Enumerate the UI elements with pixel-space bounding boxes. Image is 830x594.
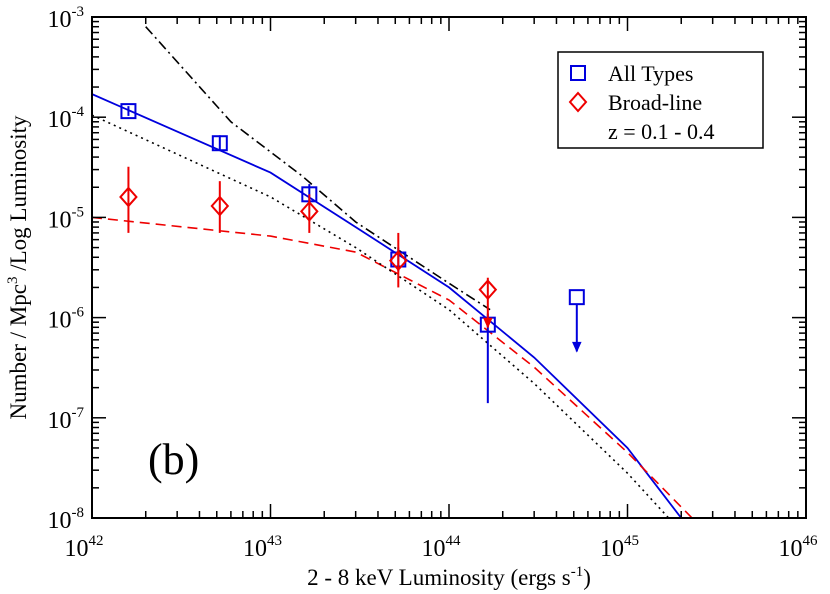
x-tick-label: 1042 xyxy=(65,533,104,562)
x-tick-label: 1046 xyxy=(779,533,819,562)
x-tick-label: 1044 xyxy=(422,533,462,562)
upper-limit-arrowhead xyxy=(572,341,582,353)
marker-diamond xyxy=(299,200,319,222)
all-types-point xyxy=(211,135,228,152)
marker-square xyxy=(211,135,228,152)
x-tick-label: 1045 xyxy=(600,533,639,562)
x-axis-label: 2 - 8 keV Luminosity (ergs s-1) xyxy=(307,564,591,590)
all-types-point xyxy=(120,103,137,120)
tick-labels: 1042 1043 1044 1045 1046 10-8 10-7 10-6 10-5 10-4… xyxy=(48,4,819,562)
axis-ticks xyxy=(91,17,806,519)
upper-limit-arrowhead xyxy=(483,317,493,329)
broad-line-point xyxy=(478,277,498,329)
curve-dashdot xyxy=(145,26,491,311)
legend-redshift-note: z = 0.1 - 0.4 xyxy=(608,119,715,144)
data-points xyxy=(119,103,585,404)
y-tick-label: 10-8 xyxy=(48,505,85,534)
marker-diamond xyxy=(478,279,498,301)
legend-symbol-square xyxy=(570,65,586,81)
legend: All Types Broad-line z = 0.1 - 0.4 xyxy=(557,51,764,149)
broad-line-point xyxy=(210,181,230,233)
model-curves xyxy=(92,26,693,518)
panel-annotation: (b) xyxy=(148,435,199,484)
curve-solid xyxy=(92,93,682,518)
y-tick-label: 10-5 xyxy=(48,204,85,233)
y-axis-label: Number / Mpc3 /Log Luminosity xyxy=(5,115,31,419)
y-tick-label: 10-6 xyxy=(48,305,85,334)
all-types-point xyxy=(568,289,585,353)
y-tick-label: 10-3 xyxy=(48,4,85,33)
plot-frame xyxy=(91,16,807,519)
marker-diamond xyxy=(119,186,138,208)
y-tick-label: 10-7 xyxy=(48,405,85,434)
y-tick-label: 10-4 xyxy=(48,104,85,133)
broad-line-point xyxy=(119,166,138,233)
curve-dotted xyxy=(92,114,670,518)
curve-dashed xyxy=(92,216,693,518)
x-tick-label: 1043 xyxy=(243,533,282,562)
marker-diamond xyxy=(388,250,408,272)
broad-line-point xyxy=(388,232,408,288)
legend-box xyxy=(557,51,764,149)
marker-square xyxy=(568,289,585,306)
legend-label: Broad-line xyxy=(608,90,702,115)
marker-square xyxy=(120,103,137,120)
legend-symbol-diamond xyxy=(568,91,588,113)
legend-label: All Types xyxy=(608,61,693,86)
broad-line-point xyxy=(299,194,319,233)
marker-diamond xyxy=(210,195,230,217)
